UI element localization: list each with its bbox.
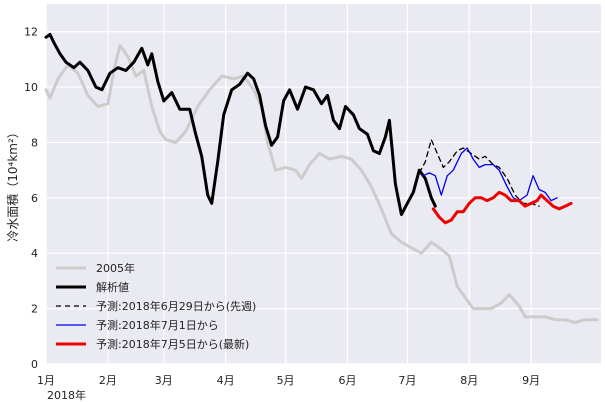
- x-tick-label: 5月: [277, 374, 295, 387]
- series-line-3: [422, 147, 558, 202]
- grid-lines: [45, 4, 601, 365]
- x-tick-label: 1月: [37, 374, 55, 387]
- y-tick-label: 10: [24, 81, 38, 94]
- x-tick-label: 9月: [522, 374, 540, 387]
- series-layer: [44, 33, 599, 324]
- x-tick-label: 2月: [99, 374, 117, 387]
- series-line-0: [44, 44, 599, 324]
- legend-label-0: 2005年: [96, 261, 135, 275]
- series-line-4: [431, 190, 573, 225]
- y-tick-label: 8: [31, 136, 38, 149]
- legend-label-4: 予測:2018年7月5日から(最新): [96, 337, 249, 351]
- x-year-label: 2018年: [47, 388, 86, 402]
- series-line-1: [44, 33, 437, 216]
- legend-label-2: 予測:2018年6月29日から(先週): [96, 299, 256, 313]
- tick-labels: 0 2 4 6 8 10 12 1月 2月 3月 4月 5月 6月 7月 8月 9月: [24, 26, 540, 387]
- legend-label-1: 解析値: [96, 280, 129, 294]
- x-tick-label: 4月: [217, 374, 235, 387]
- x-tick-label: 7月: [398, 374, 416, 387]
- series-line-2: [418, 139, 540, 207]
- x-tick-label: 3月: [155, 374, 173, 387]
- x-tick-label: 8月: [460, 374, 478, 387]
- y-tick-label: 12: [24, 26, 38, 39]
- legend-label-3: 予測:2018年7月1日から: [96, 318, 219, 332]
- y-tick-label: 4: [31, 247, 38, 260]
- y-tick-label: 2: [31, 303, 38, 316]
- y-tick-label: 0: [31, 358, 38, 371]
- plot-area: [46, 4, 601, 364]
- y-axis-label: 冷水面積（10⁴km²）: [5, 126, 20, 242]
- x-tick-label: 6月: [338, 374, 356, 387]
- y-tick-label: 6: [31, 192, 38, 205]
